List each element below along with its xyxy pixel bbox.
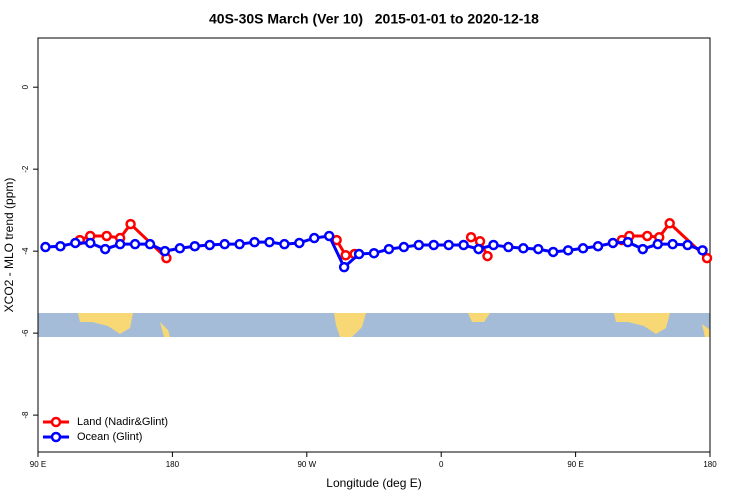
point xyxy=(652,238,663,250)
x-tick-label: 90 E xyxy=(30,460,46,469)
point xyxy=(340,249,351,261)
y-tick-label: 0 xyxy=(21,84,30,89)
point xyxy=(309,232,320,244)
point xyxy=(482,250,493,262)
point xyxy=(264,236,275,248)
point xyxy=(664,218,675,229)
legend-marker xyxy=(50,416,62,428)
point xyxy=(533,243,544,255)
point xyxy=(607,237,619,249)
point xyxy=(101,230,112,242)
point xyxy=(697,245,708,256)
point xyxy=(294,237,305,249)
y-tick-label: -8 xyxy=(21,411,30,419)
plot-frame xyxy=(37,37,711,453)
point xyxy=(547,246,559,258)
point xyxy=(637,243,649,255)
point xyxy=(234,238,245,250)
legend-label: Land (Nadir&Glint) xyxy=(77,416,168,428)
point xyxy=(189,240,201,252)
chart-title: 40S-30S March (Ver 10) 2015-01-01 to 202… xyxy=(209,11,539,27)
x-tick-label: 90 E xyxy=(567,460,583,469)
y-tick-label: -2 xyxy=(21,165,30,173)
point xyxy=(55,240,66,252)
point xyxy=(642,230,653,242)
legend-marker xyxy=(50,431,62,443)
x-tick-label: 180 xyxy=(703,460,717,469)
point xyxy=(488,239,499,251)
y-tick-label: -4 xyxy=(21,247,30,255)
y-tick-label: -6 xyxy=(21,329,30,337)
x-tick-label: 180 xyxy=(166,460,180,469)
point xyxy=(667,238,678,250)
point xyxy=(458,239,469,251)
point xyxy=(503,241,514,253)
x-axis-label: Longitude (deg E) xyxy=(326,476,421,490)
point xyxy=(413,239,425,251)
point xyxy=(70,237,81,249)
point xyxy=(443,239,454,251)
point xyxy=(701,252,713,264)
point xyxy=(40,241,51,253)
point xyxy=(368,247,380,259)
point xyxy=(338,261,350,273)
point xyxy=(383,243,395,255)
point xyxy=(99,243,111,255)
point xyxy=(622,236,634,248)
point xyxy=(219,238,230,250)
point xyxy=(592,240,604,252)
point xyxy=(465,231,477,243)
point xyxy=(144,238,156,250)
point xyxy=(577,243,589,254)
point xyxy=(204,239,215,251)
point xyxy=(682,239,693,251)
legend-label: Ocean (Glint) xyxy=(77,431,142,443)
point xyxy=(85,237,96,249)
y-axis-label: XCO2 - MLO trend (ppm) xyxy=(2,178,16,313)
point xyxy=(249,236,260,248)
point xyxy=(353,248,365,260)
point xyxy=(562,245,574,256)
land-map-strip xyxy=(38,313,710,337)
point xyxy=(174,243,186,254)
point xyxy=(323,230,335,242)
point xyxy=(473,243,484,255)
point xyxy=(159,245,171,257)
point xyxy=(125,218,136,230)
x-tick-label: 90 W xyxy=(297,460,316,469)
legend: Land (Nadir&Glint) Ocean (Glint) xyxy=(43,416,168,443)
point xyxy=(129,238,141,250)
point xyxy=(518,243,529,254)
point xyxy=(114,238,126,250)
point xyxy=(398,241,410,253)
x-tick-label: 0 xyxy=(439,460,444,469)
point xyxy=(428,239,439,251)
point xyxy=(279,238,290,250)
